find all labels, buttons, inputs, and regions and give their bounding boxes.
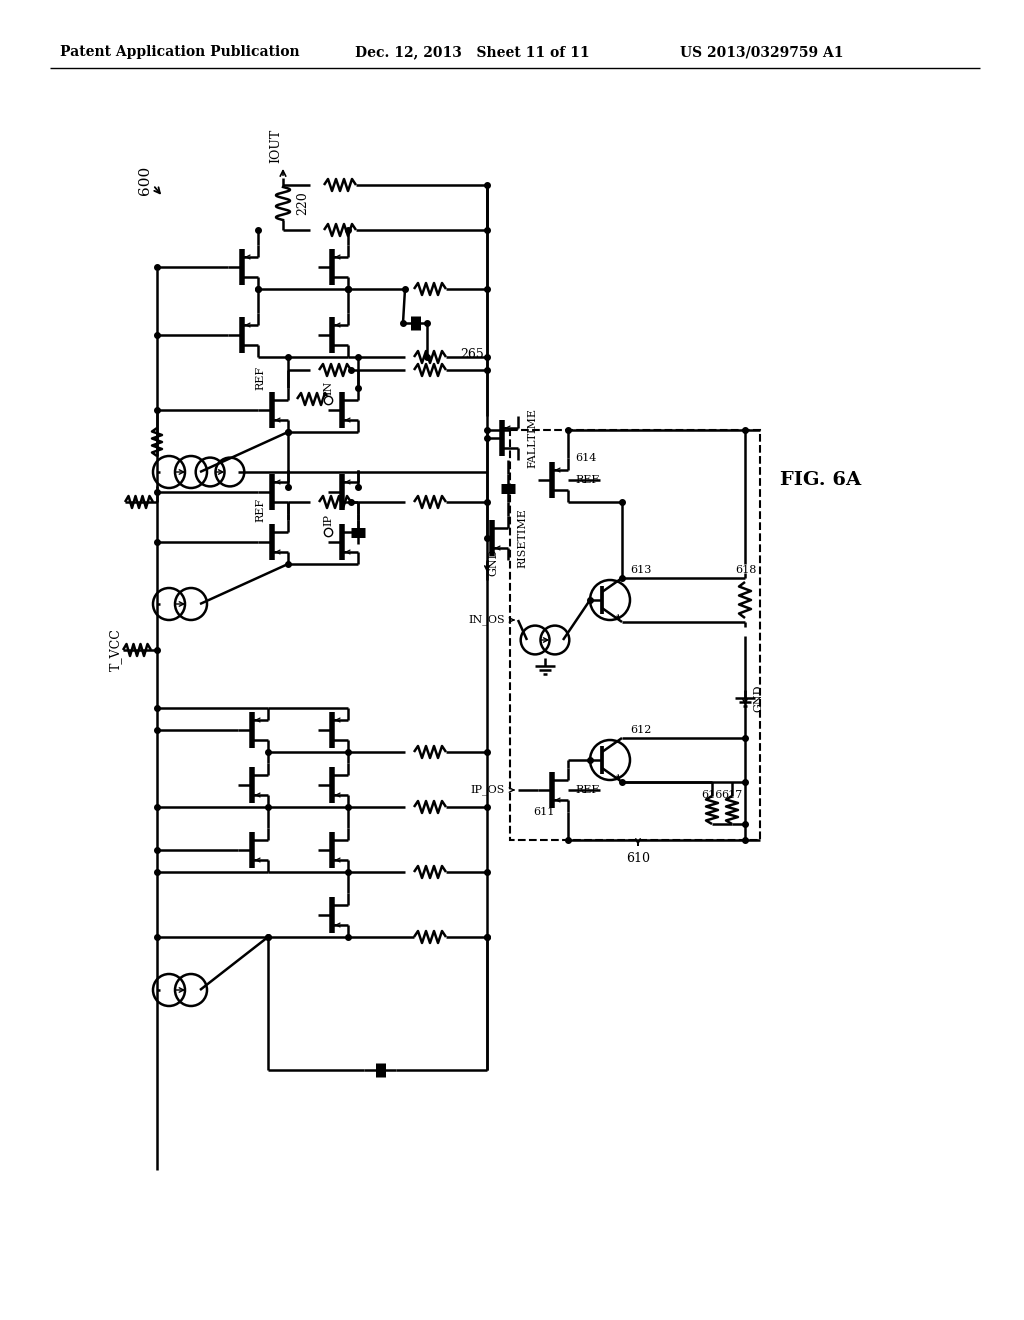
Text: 611: 611 bbox=[534, 807, 555, 817]
Text: GND: GND bbox=[488, 548, 498, 576]
Text: IOUT: IOUT bbox=[269, 129, 283, 162]
Text: 610: 610 bbox=[626, 851, 650, 865]
Text: 600: 600 bbox=[138, 165, 152, 194]
Text: 613: 613 bbox=[630, 565, 651, 576]
Text: FIG. 6A: FIG. 6A bbox=[780, 471, 861, 488]
Text: REF: REF bbox=[575, 785, 599, 795]
Text: 617: 617 bbox=[721, 789, 742, 800]
Text: FALLTIME: FALLTIME bbox=[527, 408, 537, 469]
Text: REF: REF bbox=[575, 475, 599, 484]
Text: RISETIME: RISETIME bbox=[517, 508, 527, 568]
Bar bbox=[510, 430, 760, 840]
Text: IN_OS: IN_OS bbox=[468, 615, 505, 626]
Text: 220: 220 bbox=[296, 191, 309, 215]
Text: REF: REF bbox=[255, 498, 265, 523]
Text: 612: 612 bbox=[630, 725, 651, 735]
Text: IP: IP bbox=[323, 513, 333, 525]
Text: GND: GND bbox=[753, 684, 763, 711]
Text: 265: 265 bbox=[460, 348, 483, 362]
Text: 614: 614 bbox=[575, 453, 596, 463]
Text: REF: REF bbox=[255, 366, 265, 391]
Text: Patent Application Publication: Patent Application Publication bbox=[60, 45, 300, 59]
Text: Dec. 12, 2013   Sheet 11 of 11: Dec. 12, 2013 Sheet 11 of 11 bbox=[355, 45, 590, 59]
Text: IP_OS: IP_OS bbox=[471, 784, 505, 796]
Text: 616: 616 bbox=[701, 789, 723, 800]
Text: 618: 618 bbox=[735, 565, 757, 576]
Text: US 2013/0329759 A1: US 2013/0329759 A1 bbox=[680, 45, 844, 59]
Text: T_VCC: T_VCC bbox=[109, 628, 122, 672]
Text: IN: IN bbox=[323, 381, 333, 395]
